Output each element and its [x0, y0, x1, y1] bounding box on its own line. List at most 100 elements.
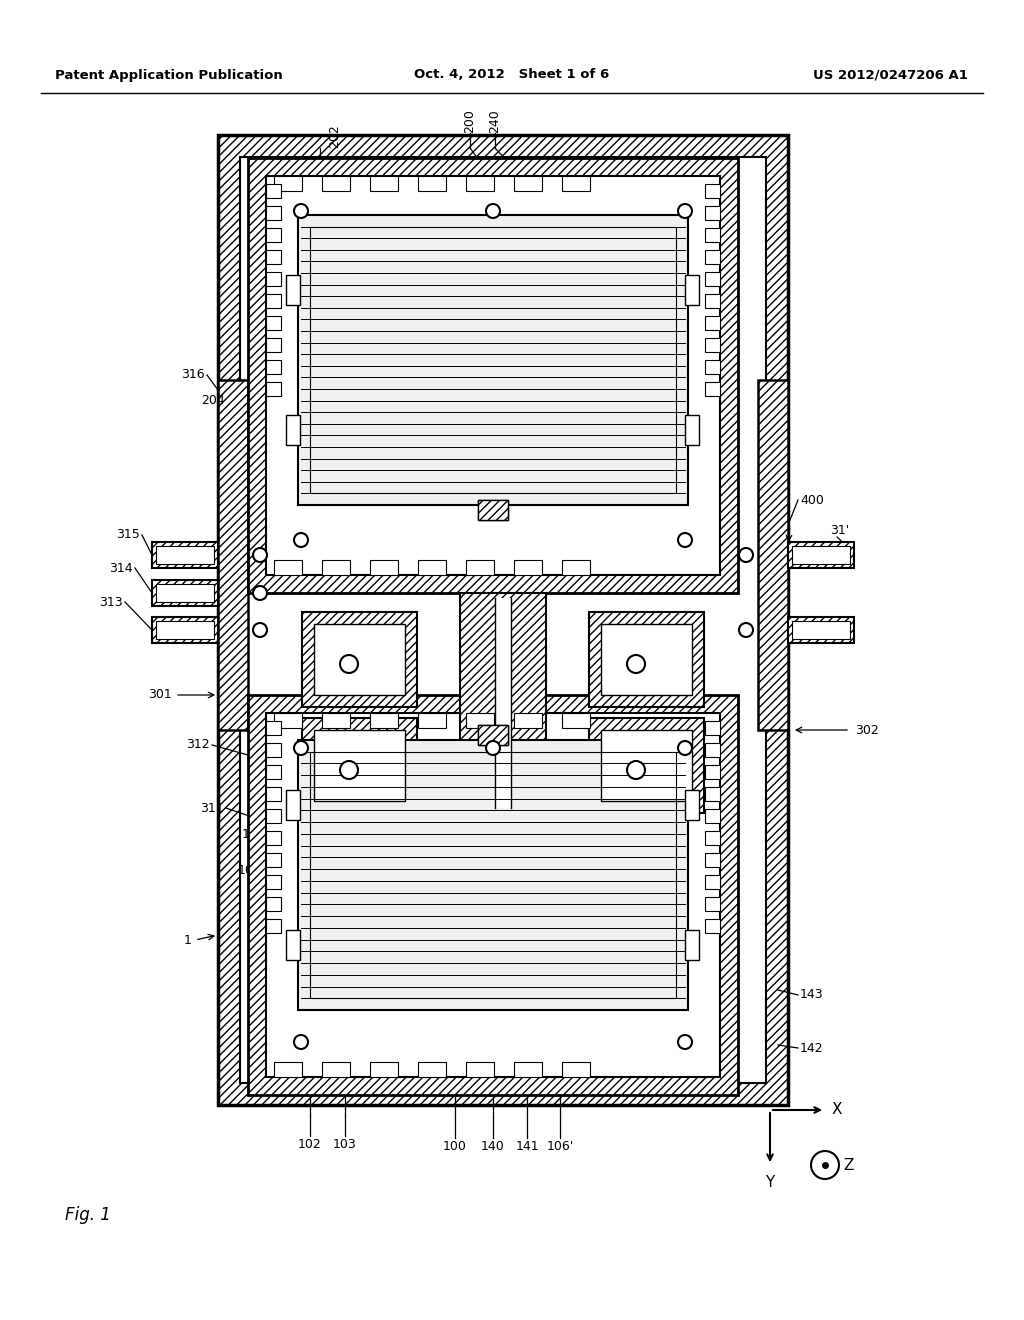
Text: Fig. 1: Fig. 1 [65, 1206, 111, 1224]
Bar [792, 620, 850, 639]
Bar [314, 624, 406, 696]
Bar [266, 294, 281, 308]
Text: 104: 104 [242, 829, 265, 842]
Bar [248, 696, 738, 1096]
Text: 202: 202 [329, 124, 341, 148]
Bar [685, 931, 699, 960]
Text: 301: 301 [148, 689, 172, 701]
Bar [705, 294, 720, 308]
Bar [266, 721, 281, 735]
Text: 200: 200 [464, 110, 476, 133]
Text: 312: 312 [186, 738, 210, 751]
Bar [685, 275, 699, 305]
Bar [705, 919, 720, 933]
Bar [286, 931, 300, 960]
Bar [705, 787, 720, 801]
Bar [302, 718, 417, 813]
Bar [310, 227, 676, 492]
Bar [460, 593, 546, 813]
Text: 1: 1 [184, 933, 193, 946]
Bar [705, 360, 720, 374]
Bar [601, 730, 692, 801]
Circle shape [678, 741, 692, 755]
Bar [266, 832, 281, 845]
Bar [156, 583, 214, 602]
Circle shape [253, 548, 267, 562]
Bar [266, 315, 281, 330]
Text: X: X [831, 1102, 843, 1118]
Bar [370, 713, 398, 729]
Circle shape [294, 741, 308, 755]
Text: 400: 400 [800, 494, 824, 507]
Bar [705, 721, 720, 735]
Bar [514, 1063, 542, 1077]
Text: US 2012/0247206 A1: US 2012/0247206 A1 [813, 69, 968, 82]
Bar [274, 560, 302, 576]
Bar [266, 381, 281, 396]
Bar [418, 176, 446, 191]
Circle shape [627, 762, 645, 779]
Circle shape [486, 741, 500, 755]
Circle shape [811, 1151, 839, 1179]
Bar [266, 853, 281, 867]
Bar [466, 176, 494, 191]
Bar [792, 546, 850, 564]
Text: 31': 31' [830, 524, 849, 536]
Bar [370, 176, 398, 191]
Bar [152, 616, 218, 643]
Bar [478, 725, 508, 744]
Circle shape [678, 1035, 692, 1049]
Text: 142: 142 [800, 1041, 823, 1055]
Text: 107: 107 [239, 863, 262, 876]
Bar [466, 560, 494, 576]
Bar [310, 752, 676, 998]
Bar [314, 730, 406, 801]
Bar [266, 228, 281, 242]
Bar [705, 875, 720, 888]
Bar [266, 898, 281, 911]
Text: 141: 141 [515, 1140, 539, 1152]
Bar [514, 560, 542, 576]
Bar [266, 766, 281, 779]
Bar [562, 713, 590, 729]
Bar [705, 338, 720, 352]
Bar [302, 612, 417, 708]
Circle shape [486, 205, 500, 218]
Bar [758, 380, 788, 730]
Bar [218, 380, 248, 730]
Bar [156, 620, 214, 639]
Bar [322, 1063, 350, 1077]
Text: 314: 314 [110, 561, 133, 574]
Bar [514, 713, 542, 729]
Bar [589, 718, 705, 813]
Bar [418, 713, 446, 729]
Bar [370, 1063, 398, 1077]
Text: 100: 100 [443, 1140, 467, 1152]
Bar [685, 414, 699, 445]
Bar [478, 500, 508, 520]
Text: 311: 311 [201, 801, 224, 814]
Bar [466, 713, 494, 729]
Text: 204: 204 [202, 393, 225, 407]
Bar [286, 414, 300, 445]
Text: 31: 31 [830, 626, 846, 639]
Bar [322, 560, 350, 576]
Bar [705, 743, 720, 756]
Bar [478, 500, 508, 520]
Bar [705, 315, 720, 330]
Bar [248, 158, 738, 593]
Bar [218, 135, 788, 1105]
Bar [685, 789, 699, 820]
Bar [266, 360, 281, 374]
Bar [705, 228, 720, 242]
Bar [705, 206, 720, 220]
Bar [266, 713, 720, 1077]
Circle shape [739, 623, 753, 638]
Bar [298, 741, 688, 1010]
Bar [274, 1063, 302, 1077]
Bar [788, 616, 854, 643]
Bar [705, 832, 720, 845]
Bar [705, 766, 720, 779]
Circle shape [340, 655, 358, 673]
Bar [705, 183, 720, 198]
